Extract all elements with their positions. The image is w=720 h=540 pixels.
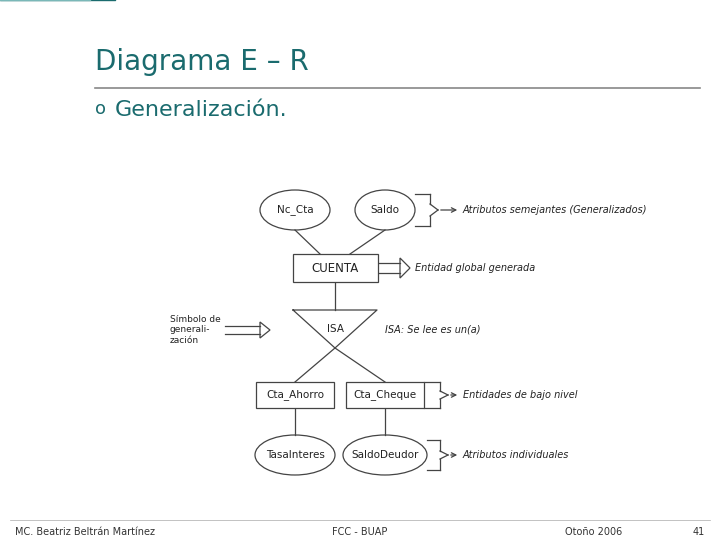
Text: TasaInteres: TasaInteres xyxy=(266,450,325,460)
Text: SaldoDeudor: SaldoDeudor xyxy=(351,450,419,460)
Text: Cta_Cheque: Cta_Cheque xyxy=(354,389,417,401)
Text: Símbolo de
generali-
zación: Símbolo de generali- zación xyxy=(170,315,220,345)
Text: Entidades de bajo nivel: Entidades de bajo nivel xyxy=(463,390,577,400)
Text: FCC - BUAP: FCC - BUAP xyxy=(333,527,387,537)
Text: Atributos individuales: Atributos individuales xyxy=(463,450,570,460)
Text: CUENTA: CUENTA xyxy=(311,261,359,274)
Text: MC. Beatriz Beltrán Martínez: MC. Beatriz Beltrán Martínez xyxy=(15,527,155,537)
Text: Entidad global generada: Entidad global generada xyxy=(415,263,535,273)
Bar xyxy=(292,254,377,282)
Text: Atributos semejantes (Generalizados): Atributos semejantes (Generalizados) xyxy=(463,205,647,215)
Text: Diagrama E – R: Diagrama E – R xyxy=(95,48,309,76)
Text: Otoño 2006: Otoño 2006 xyxy=(565,527,622,537)
Text: ISA: ISA xyxy=(326,324,343,334)
Text: Cta_Ahorro: Cta_Ahorro xyxy=(266,389,324,401)
Text: Saldo: Saldo xyxy=(371,205,400,215)
Bar xyxy=(256,382,334,408)
Text: ISA: Se lee es un(a): ISA: Se lee es un(a) xyxy=(385,324,480,334)
Bar xyxy=(346,382,424,408)
Text: 41: 41 xyxy=(693,527,705,537)
Text: Nc_Cta: Nc_Cta xyxy=(276,205,313,215)
Text: Generalización.: Generalización. xyxy=(115,100,287,120)
Text: o: o xyxy=(95,100,106,118)
